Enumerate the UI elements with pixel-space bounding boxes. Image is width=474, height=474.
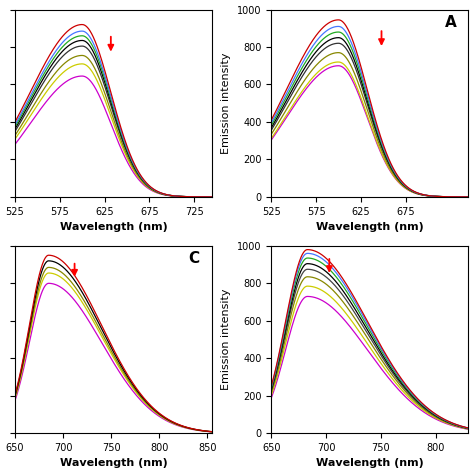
X-axis label: Wavelength (nm): Wavelength (nm) [316,458,424,468]
X-axis label: Wavelength (nm): Wavelength (nm) [316,222,424,232]
Y-axis label: Emission intensity: Emission intensity [221,289,231,390]
X-axis label: Wavelength (nm): Wavelength (nm) [60,222,167,232]
Text: C: C [189,252,200,266]
X-axis label: Wavelength (nm): Wavelength (nm) [60,458,167,468]
Y-axis label: Emission intensity: Emission intensity [221,53,231,154]
Text: A: A [445,15,456,30]
